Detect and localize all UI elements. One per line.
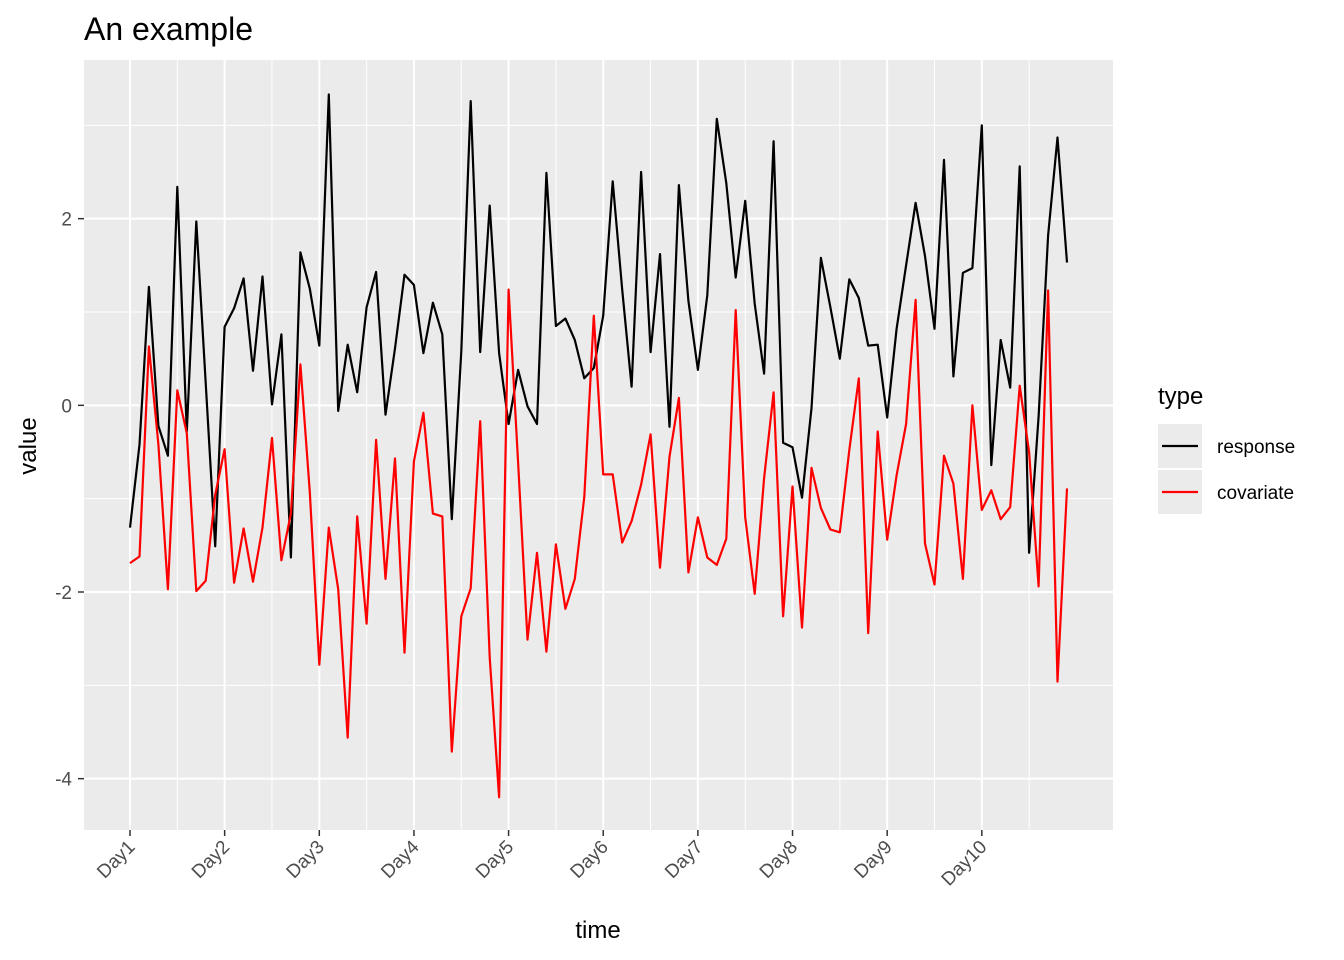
x-tick-label: Day3 [283, 837, 329, 883]
x-axis: Day1 Day2 Day3 Day4 Day5 Day6 Day7 Day8 Day9 Day1… [93, 830, 991, 890]
x-tick-label: Day8 [756, 837, 802, 883]
y-tick-label: -2 [55, 583, 72, 604]
x-tick-label: Day2 [188, 837, 234, 883]
x-tick-label: Day7 [661, 837, 707, 883]
x-tick-label: Day1 [93, 837, 139, 883]
series-line-covariate [129, 288, 1069, 799]
legend-label-response: response [1217, 437, 1295, 458]
legend-title: type [1158, 383, 1203, 410]
y-tick-label: -4 [55, 770, 72, 791]
x-tick-label: Day4 [377, 836, 424, 883]
x-axis-title: time [575, 917, 620, 944]
x-tick-label: Day6 [567, 837, 613, 883]
chart-title: An example [84, 11, 253, 47]
y-tick-label: 2 [61, 210, 72, 231]
series-group [128, 93, 1069, 799]
series-line-response [128, 93, 1069, 559]
legend: type response covariate [1158, 383, 1295, 514]
x-tick-label: Day10 [938, 837, 992, 891]
legend-label-covariate: covariate [1217, 483, 1294, 504]
y-tick-label: 0 [61, 396, 72, 417]
y-axis-title: value [15, 417, 42, 474]
y-axis: -4 -2 0 2 [55, 210, 84, 791]
x-tick-label: Day9 [850, 837, 896, 883]
x-tick-label: Day5 [472, 837, 518, 883]
plot-panel [84, 60, 1113, 830]
